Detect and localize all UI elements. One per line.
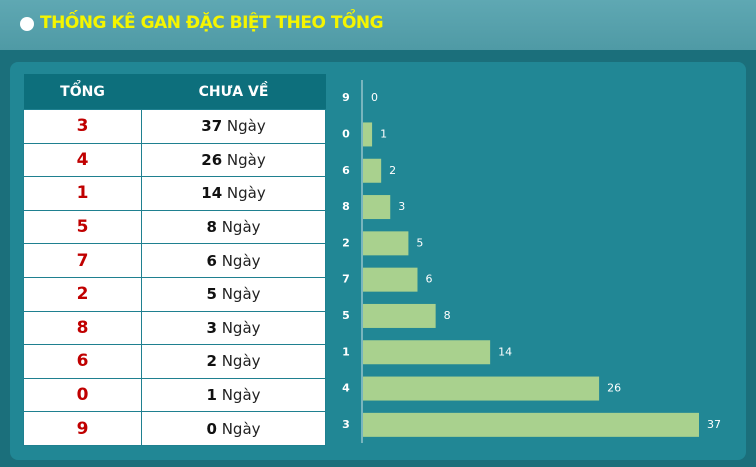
bar — [363, 195, 391, 220]
days-count: 37 — [201, 117, 223, 136]
category-label: 2 — [342, 236, 350, 249]
table-row: 3 37 Ngày — [23, 109, 326, 144]
title: THỐNG KÊ GAN ĐẶC BIỆT THEO TỔNG — [40, 13, 384, 33]
value-label: 37 — [707, 418, 721, 431]
bar — [363, 231, 409, 256]
days-cell: 0 Ngày — [141, 411, 326, 446]
value-label: 26 — [607, 382, 621, 395]
days-unit: Ngày — [221, 352, 261, 371]
value-label: 6 — [425, 273, 432, 286]
days-cell: 26 Ngày — [141, 142, 326, 178]
category-label: 9 — [342, 91, 350, 104]
bar — [363, 340, 491, 365]
category-label: 7 — [342, 273, 350, 286]
table: TỔNG CHƯA VỀ 3 37 Ngày 4 26 Ngày 1 14 Ngày 5 8 … — [23, 74, 326, 446]
days-count: 0 — [206, 419, 217, 438]
category-label: 6 — [342, 164, 350, 177]
days-cell: 6 Ngày — [141, 243, 326, 278]
sum-cell: 1 — [23, 176, 142, 211]
days-unit: Ngày — [226, 117, 266, 136]
category-label: 8 — [342, 200, 350, 213]
days-count: 1 — [206, 386, 217, 405]
days-count: 5 — [206, 285, 217, 304]
category-label: 0 — [342, 127, 350, 140]
sum-cell: 6 — [23, 344, 142, 379]
days-count: 8 — [206, 218, 217, 237]
value-label: 0 — [371, 91, 378, 104]
days-cell: 2 Ngày — [141, 344, 326, 379]
days-count: 14 — [201, 184, 223, 203]
value-label: 3 — [398, 200, 405, 213]
header: THỐNG KÊ GAN ĐẶC BIỆT THEO TỔNG — [0, 0, 756, 50]
days-unit: Ngày — [221, 386, 261, 405]
bar — [363, 412, 699, 437]
sum-cell: 3 — [23, 109, 142, 144]
days-count: 26 — [201, 150, 223, 169]
category-label: 1 — [342, 345, 350, 358]
table-row: 1 14 Ngày — [23, 176, 326, 211]
column-header: CHƯA VỀ — [141, 74, 326, 110]
bullet — [20, 17, 34, 31]
days-unit: Ngày — [226, 150, 266, 169]
category-label: 5 — [342, 309, 350, 322]
days-unit: Ngày — [226, 184, 266, 203]
value-label: 8 — [444, 309, 451, 322]
sum-cell: 8 — [23, 310, 142, 346]
value-label: 5 — [416, 236, 423, 249]
category-label: 4 — [342, 382, 350, 395]
bar — [363, 122, 373, 147]
days-cell: 14 Ngày — [141, 176, 326, 211]
category-label: 3 — [342, 418, 350, 431]
column-header: TỔNG — [23, 74, 142, 110]
sum-cell: 0 — [23, 377, 142, 413]
days-unit: Ngày — [221, 419, 261, 438]
days-count: 2 — [206, 352, 217, 371]
bar — [363, 303, 436, 328]
value-label: 1 — [380, 127, 387, 140]
sum-cell: 5 — [23, 209, 142, 245]
days-unit: Ngày — [221, 218, 261, 237]
value-label: 14 — [498, 345, 512, 358]
bar — [363, 376, 600, 401]
bar — [363, 158, 382, 183]
days-unit: Ngày — [221, 285, 261, 304]
value-label: 2 — [389, 164, 396, 177]
sum-cell: 9 — [23, 411, 142, 446]
days-cell: 3 Ngày — [141, 310, 326, 346]
days-count: 3 — [206, 318, 217, 337]
bar — [363, 267, 418, 292]
sum-cell: 7 — [23, 243, 142, 278]
table-row: 4 26 Ngày — [23, 142, 326, 178]
days-count: 6 — [206, 251, 217, 270]
days-unit: Ngày — [221, 318, 261, 337]
sum-cell: 2 — [23, 276, 142, 312]
days-cell: 8 Ngày — [141, 209, 326, 245]
days-cell: 1 Ngày — [141, 377, 326, 413]
days-unit: Ngày — [221, 251, 261, 270]
